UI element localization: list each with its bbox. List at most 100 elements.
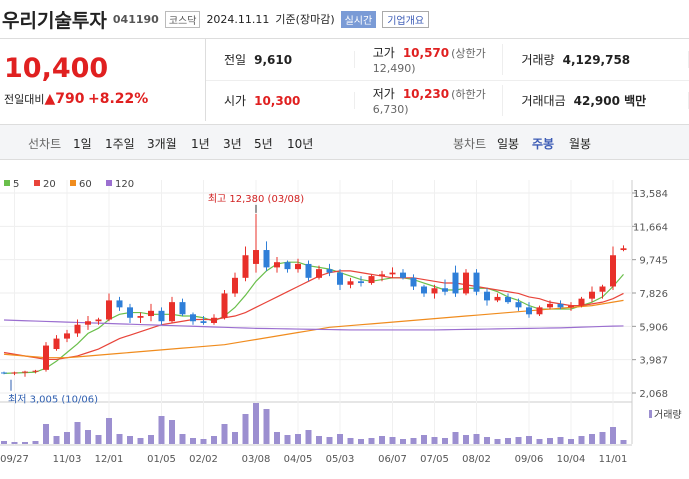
basis: 기준(장마감) <box>275 13 335 26</box>
candle-body <box>253 250 259 264</box>
volume-bar <box>169 420 175 444</box>
quote-label: 거래대금 <box>521 94 566 108</box>
candle-body <box>463 272 469 294</box>
candle-body <box>379 274 385 277</box>
candle-body <box>116 300 123 308</box>
quote-cell: 시가 10,300 <box>206 92 355 109</box>
quote-label: 저가 <box>372 87 395 101</box>
volume-bar <box>599 432 606 444</box>
candle-body <box>284 262 291 270</box>
legend-swatch <box>4 180 10 186</box>
tab[interactable]: 월봉 <box>569 137 592 151</box>
candle-body <box>599 286 606 292</box>
candle-body <box>137 316 144 318</box>
x-tick-label: 09/06 <box>515 454 544 465</box>
candle-body <box>295 263 301 270</box>
x-tick-label: 07/05 <box>420 454 449 465</box>
candle-body <box>316 269 322 278</box>
volume-bar <box>158 416 165 444</box>
volume-bar <box>179 434 186 444</box>
y-tick-label: 13,584 <box>633 189 668 200</box>
tab[interactable]: 5년 <box>254 137 273 151</box>
volume-bar <box>421 435 427 444</box>
candle-body <box>53 338 60 350</box>
volume-bar <box>389 437 396 444</box>
volume-bar <box>127 436 133 444</box>
high-annotation: 최고 12,380 (03/08) <box>208 193 304 205</box>
candle-body <box>169 302 175 322</box>
candle-body <box>200 321 207 323</box>
period-tabs: 선차트 1일 1주일 3개월 1년 3년 5년 10년 봉차트 일봉 주봉 월봉 <box>0 124 689 160</box>
tab[interactable]: 3개월 <box>147 137 177 151</box>
x-tick-label: 02/02 <box>189 454 218 465</box>
moving-average <box>3 270 624 361</box>
tab[interactable]: 1년 <box>191 137 210 151</box>
market: 코스닥 <box>164 10 201 28</box>
tab[interactable]: 1일 <box>73 137 92 151</box>
volume-bar <box>589 434 595 444</box>
volume-bar <box>95 435 102 444</box>
quote: 10,400 전일대비▲790 +8.22% <box>0 39 206 121</box>
stock-name: 우리기술투자 <box>2 9 107 32</box>
candle-body <box>368 276 375 284</box>
quote-value: 10,230 <box>402 87 450 101</box>
candle-body <box>410 277 417 287</box>
volume-bar <box>347 438 354 444</box>
chart: 13,584 11,664 9,745 7,826 5,906 3,987 2,068 09/… <box>0 179 682 465</box>
tab[interactable]: 주봉 <box>532 137 555 151</box>
volume-bar <box>1 441 7 444</box>
volume-bar <box>32 441 39 444</box>
x-tick-label: 11/01 <box>599 454 628 465</box>
candle-body <box>610 255 616 287</box>
quote-row: 전일 9,610 고가 10,570 (상한가 12,490) 거래량 4,129,758 <box>206 39 689 81</box>
volume-bar <box>463 435 469 444</box>
candle-body <box>232 277 238 294</box>
realtime-button[interactable]: 실시간 <box>340 10 377 28</box>
quote-cell: 저가 10,230 (하한가 6,730) <box>355 85 504 116</box>
quote-cell: 고가 10,570 (상한가 12,490) <box>355 44 504 75</box>
candle-body <box>400 272 406 278</box>
moving-average <box>3 261 624 374</box>
price: 10,400 <box>4 53 109 84</box>
volume-bar <box>326 437 333 444</box>
volume-bar <box>337 434 343 444</box>
candle-body <box>127 307 133 318</box>
candle-body <box>158 310 165 322</box>
volume-bar <box>620 440 627 444</box>
volume-bar <box>137 438 144 444</box>
volume-bar <box>494 439 501 444</box>
x-tick-label: 08/02 <box>462 454 491 465</box>
tab[interactable]: 10년 <box>287 137 314 151</box>
quote-cell: 전일 9,610 <box>206 51 355 68</box>
volume-bar <box>316 436 322 444</box>
candle-body <box>473 272 480 292</box>
legend-swatch <box>34 180 40 186</box>
company-button[interactable]: 기업개요 <box>382 10 430 28</box>
y-tick-label: 3,987 <box>639 356 668 367</box>
candle-body <box>389 272 396 275</box>
x-tick-label: 11/03 <box>53 454 82 465</box>
x-tick-label: 03/08 <box>242 454 271 465</box>
candle-body <box>22 371 28 373</box>
x-tick-label: 01/05 <box>147 454 176 465</box>
moving-average <box>3 319 624 331</box>
candle-body <box>515 302 522 308</box>
candle-body <box>431 288 438 294</box>
change-label: 전일대비 <box>4 93 45 106</box>
volume-bar <box>64 432 70 444</box>
y-tick-label: 11,664 <box>633 222 668 233</box>
candle-body <box>557 303 564 308</box>
volume-bar <box>221 424 228 444</box>
candle-body <box>11 372 18 374</box>
tab[interactable]: 일봉 <box>497 137 520 151</box>
tab[interactable]: 1주일 <box>105 137 135 151</box>
tab-label: 선차트 <box>28 137 62 151</box>
candle-body <box>452 272 459 294</box>
header: 우리기술투자 041190 코스닥 2024.11.11 기준(장마감) 실시간… <box>0 0 689 39</box>
volume-bar <box>358 439 364 444</box>
quote-label: 전일 <box>224 53 247 67</box>
tab[interactable]: 3년 <box>223 137 242 151</box>
volume-bar <box>253 403 259 444</box>
candle-body <box>305 263 312 278</box>
candle-body <box>347 281 354 285</box>
